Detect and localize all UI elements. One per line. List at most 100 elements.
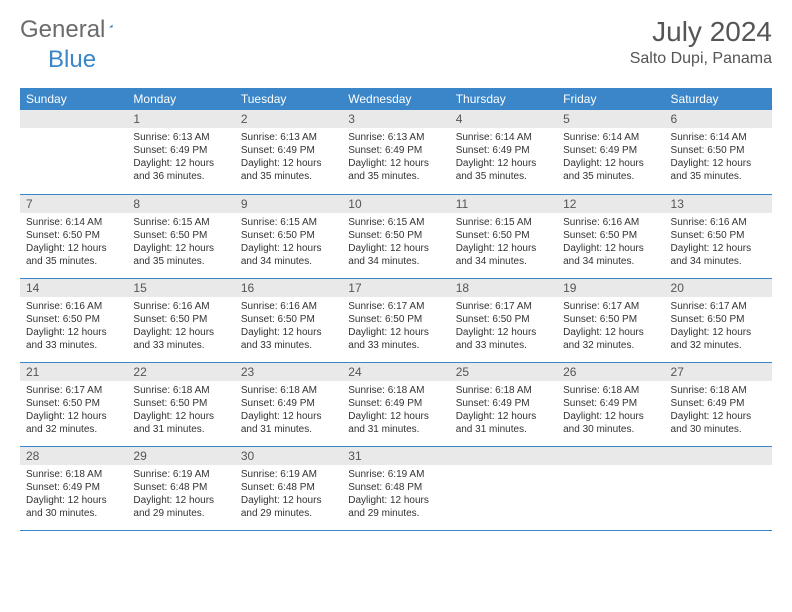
sunrise-text: Sunrise: 6:14 AM <box>671 131 766 144</box>
daylight-text: Daylight: 12 hours and 33 minutes. <box>348 326 443 352</box>
sunset-text: Sunset: 6:50 PM <box>456 313 551 326</box>
calendar-cell: 26Sunrise: 6:18 AMSunset: 6:49 PMDayligh… <box>557 362 664 446</box>
logo-triangle-icon <box>109 17 113 35</box>
day-details: Sunrise: 6:17 AMSunset: 6:50 PMDaylight:… <box>557 297 664 356</box>
daylight-text: Daylight: 12 hours and 33 minutes. <box>133 326 228 352</box>
sunrise-text: Sunrise: 6:19 AM <box>133 468 228 481</box>
day-number: 7 <box>20 195 127 213</box>
sunset-text: Sunset: 6:50 PM <box>348 313 443 326</box>
day-number: 4 <box>450 110 557 128</box>
day-details: Sunrise: 6:14 AMSunset: 6:49 PMDaylight:… <box>450 128 557 187</box>
daylight-text: Daylight: 12 hours and 34 minutes. <box>563 242 658 268</box>
day-number: 5 <box>557 110 664 128</box>
daylight-text: Daylight: 12 hours and 33 minutes. <box>456 326 551 352</box>
day-number: 24 <box>342 363 449 381</box>
day-number <box>665 447 772 465</box>
calendar-cell: 22Sunrise: 6:18 AMSunset: 6:50 PMDayligh… <box>127 362 234 446</box>
daylight-text: Daylight: 12 hours and 32 minutes. <box>671 326 766 352</box>
day-details: Sunrise: 6:14 AMSunset: 6:49 PMDaylight:… <box>557 128 664 187</box>
sunset-text: Sunset: 6:49 PM <box>241 144 336 157</box>
day-details: Sunrise: 6:15 AMSunset: 6:50 PMDaylight:… <box>235 213 342 272</box>
day-header: Sunday <box>20 88 127 110</box>
calendar-cell: 8Sunrise: 6:15 AMSunset: 6:50 PMDaylight… <box>127 194 234 278</box>
calendar-cell: 21Sunrise: 6:17 AMSunset: 6:50 PMDayligh… <box>20 362 127 446</box>
sunset-text: Sunset: 6:50 PM <box>26 313 121 326</box>
day-details: Sunrise: 6:17 AMSunset: 6:50 PMDaylight:… <box>450 297 557 356</box>
logo-text-blue: Blue <box>48 46 96 73</box>
sunrise-text: Sunrise: 6:18 AM <box>671 384 766 397</box>
day-number: 31 <box>342 447 449 465</box>
sunrise-text: Sunrise: 6:18 AM <box>26 468 121 481</box>
day-details: Sunrise: 6:13 AMSunset: 6:49 PMDaylight:… <box>127 128 234 187</box>
day-details: Sunrise: 6:16 AMSunset: 6:50 PMDaylight:… <box>235 297 342 356</box>
sunrise-text: Sunrise: 6:18 AM <box>241 384 336 397</box>
daylight-text: Daylight: 12 hours and 29 minutes. <box>241 494 336 520</box>
day-header: Saturday <box>665 88 772 110</box>
calendar-cell: 9Sunrise: 6:15 AMSunset: 6:50 PMDaylight… <box>235 194 342 278</box>
daylight-text: Daylight: 12 hours and 35 minutes. <box>133 242 228 268</box>
day-number: 27 <box>665 363 772 381</box>
daylight-text: Daylight: 12 hours and 29 minutes. <box>348 494 443 520</box>
daylight-text: Daylight: 12 hours and 35 minutes. <box>456 157 551 183</box>
daylight-text: Daylight: 12 hours and 35 minutes. <box>563 157 658 183</box>
calendar-cell: 30Sunrise: 6:19 AMSunset: 6:48 PMDayligh… <box>235 446 342 530</box>
daylight-text: Daylight: 12 hours and 33 minutes. <box>26 326 121 352</box>
sunset-text: Sunset: 6:50 PM <box>133 397 228 410</box>
sunrise-text: Sunrise: 6:16 AM <box>26 300 121 313</box>
day-details: Sunrise: 6:15 AMSunset: 6:50 PMDaylight:… <box>450 213 557 272</box>
sunrise-text: Sunrise: 6:15 AM <box>348 216 443 229</box>
sunrise-text: Sunrise: 6:18 AM <box>456 384 551 397</box>
daylight-text: Daylight: 12 hours and 35 minutes. <box>671 157 766 183</box>
calendar-cell <box>665 446 772 530</box>
calendar-week-row: 28 Sunrise: 6:18 AMSunset: 6:49 PM Dayligh… <box>20 446 772 530</box>
sunset-text: Sunset: 6:50 PM <box>563 229 658 242</box>
day-details <box>665 465 772 525</box>
sunrise-text: Sunrise: 6:19 AM <box>348 468 443 481</box>
daylight-text: Daylight: 12 hours and 33 minutes. <box>241 326 336 352</box>
sunset-text: Sunset: 6:49 PM <box>133 144 228 157</box>
calendar-cell: 29Sunrise: 6:19 AMSunset: 6:48 PMDayligh… <box>127 446 234 530</box>
sunset-text: Sunset: 6:50 PM <box>26 397 121 410</box>
calendar-cell: 25Sunrise: 6:18 AMSunset: 6:49 PMDayligh… <box>450 362 557 446</box>
day-number: 2 <box>235 110 342 128</box>
day-details: Sunrise: 6:18 AMSunset: 6:49 PMDaylight:… <box>235 381 342 440</box>
sunset-text: Sunset: 6:49 PM <box>26 481 121 494</box>
calendar-cell: 6Sunrise: 6:14 AMSunset: 6:50 PMDaylight… <box>665 110 772 194</box>
month-title: July 2024 <box>630 16 772 48</box>
day-number: 1 <box>127 110 234 128</box>
day-number: 12 <box>557 195 664 213</box>
sunset-text: Sunset: 6:49 PM <box>348 397 443 410</box>
calendar-cell: 4Sunrise: 6:14 AMSunset: 6:49 PMDaylight… <box>450 110 557 194</box>
calendar-cell: 17Sunrise: 6:17 AMSunset: 6:50 PMDayligh… <box>342 278 449 362</box>
day-number: 28 <box>20 447 127 465</box>
day-details: Sunrise: 6:18 AMSunset: 6:49 PMDaylight:… <box>450 381 557 440</box>
day-number: 14 <box>20 279 127 297</box>
day-number: 9 <box>235 195 342 213</box>
day-header: Friday <box>557 88 664 110</box>
day-number: 29 <box>127 447 234 465</box>
daylight-text: Daylight: 12 hours and 31 minutes. <box>456 410 551 436</box>
calendar-week-row: 14Sunrise: 6:16 AMSunset: 6:50 PMDayligh… <box>20 278 772 362</box>
sunrise-text: Sunrise: 6:13 AM <box>133 131 228 144</box>
day-header: Wednesday <box>342 88 449 110</box>
daylight-text: Daylight: 12 hours and 35 minutes. <box>348 157 443 183</box>
sunrise-text: Sunrise: 6:14 AM <box>563 131 658 144</box>
daylight-text: Daylight: 12 hours and 32 minutes. <box>563 326 658 352</box>
calendar-cell: 3Sunrise: 6:13 AMSunset: 6:49 PMDaylight… <box>342 110 449 194</box>
calendar-cell: 7Sunrise: 6:14 AMSunset: 6:50 PMDaylight… <box>20 194 127 278</box>
sunset-text: Sunset: 6:49 PM <box>348 144 443 157</box>
day-details <box>450 465 557 525</box>
day-header: Monday <box>127 88 234 110</box>
sunrise-text: Sunrise: 6:18 AM <box>563 384 658 397</box>
sunrise-text: Sunrise: 6:14 AM <box>456 131 551 144</box>
day-number: 11 <box>450 195 557 213</box>
day-number: 23 <box>235 363 342 381</box>
sunset-text: Sunset: 6:50 PM <box>133 229 228 242</box>
day-number: 22 <box>127 363 234 381</box>
calendar-cell: 16Sunrise: 6:16 AMSunset: 6:50 PMDayligh… <box>235 278 342 362</box>
sunrise-text: Sunrise: 6:17 AM <box>456 300 551 313</box>
day-header: Thursday <box>450 88 557 110</box>
sunset-text: Sunset: 6:48 PM <box>241 481 336 494</box>
title-block: July 2024 Salto Dupi, Panama <box>630 16 772 68</box>
sunrise-text: Sunrise: 6:16 AM <box>671 216 766 229</box>
